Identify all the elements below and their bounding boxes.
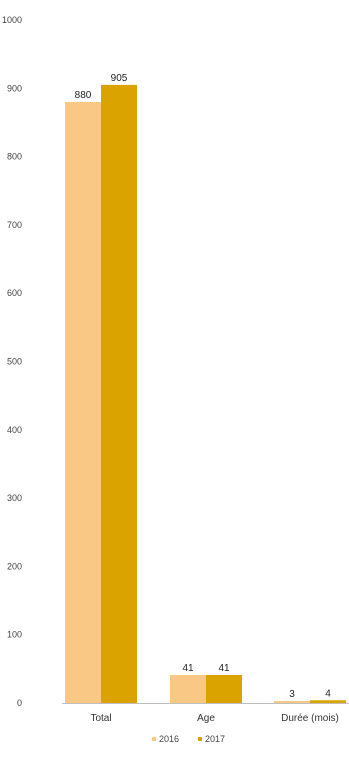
data-label: 880 xyxy=(75,90,92,101)
category-label: Durée (mois) xyxy=(281,713,339,724)
bar-2017-total xyxy=(101,84,137,703)
legend-label-2017: 2017 xyxy=(205,734,225,744)
legend-swatch-2016 xyxy=(152,737,156,741)
x-axis-labels: Total Age Durée (mois) xyxy=(90,713,338,724)
data-label: 905 xyxy=(111,73,128,84)
y-tick-label: 400 xyxy=(7,425,22,435)
y-axis-ticks: 0 100 200 300 400 500 600 700 800 900 1000 xyxy=(2,15,22,708)
bar-2016-total xyxy=(65,101,101,703)
y-tick-label: 300 xyxy=(7,493,22,503)
y-tick-label: 700 xyxy=(7,220,22,230)
bar-2016-dur-e-mois- xyxy=(274,700,310,703)
legend: 2016 2017 xyxy=(152,734,225,744)
y-tick-label: 500 xyxy=(7,357,22,367)
data-label: 3 xyxy=(289,689,295,700)
legend-swatch-2017 xyxy=(198,737,202,741)
data-label: 4 xyxy=(325,688,331,699)
category-label: Total xyxy=(90,713,111,724)
data-labels: 880 905 41 41 3 4 xyxy=(75,73,332,700)
y-tick-label: 600 xyxy=(7,288,22,298)
y-tick-label: 900 xyxy=(7,83,22,93)
data-label: 41 xyxy=(182,663,194,674)
category-label: Age xyxy=(197,713,215,724)
y-tick-label: 200 xyxy=(7,561,22,571)
bar-2017-age xyxy=(206,674,242,703)
bar-2016-age xyxy=(170,674,206,703)
bar-2017-dur-e-mois- xyxy=(310,700,346,703)
legend-label-2016: 2016 xyxy=(159,734,179,744)
data-label: 41 xyxy=(218,663,230,674)
bars xyxy=(65,84,346,703)
y-tick-label: 0 xyxy=(17,698,22,708)
y-tick-label: 1000 xyxy=(2,15,22,25)
y-tick-label: 800 xyxy=(7,152,22,162)
y-tick-label: 100 xyxy=(7,630,22,640)
